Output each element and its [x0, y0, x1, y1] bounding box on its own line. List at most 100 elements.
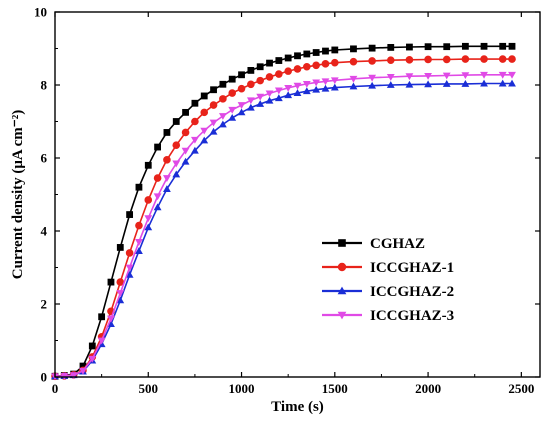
data-point	[181, 128, 190, 137]
data-point	[480, 42, 488, 50]
legend-label: CGHAZ	[370, 236, 425, 252]
data-point	[228, 106, 237, 114]
data-point	[265, 96, 274, 104]
data-point	[321, 60, 330, 68]
data-point	[172, 160, 181, 168]
data-point	[321, 84, 330, 92]
data-point	[219, 95, 227, 103]
data-point	[337, 286, 347, 295]
data-point	[116, 296, 125, 304]
data-point	[218, 113, 227, 120]
data-point	[368, 74, 377, 82]
data-point	[508, 79, 516, 87]
x-tick-label: 2500	[508, 381, 534, 396]
data-point	[498, 55, 507, 63]
x-tick-label: 0	[52, 381, 59, 396]
data-point	[228, 75, 236, 83]
data-point	[144, 161, 152, 169]
data-point	[424, 55, 432, 64]
y-tick-label: 8	[41, 78, 48, 93]
data-point	[256, 93, 265, 101]
data-point	[200, 127, 209, 135]
data-point	[190, 146, 199, 154]
data-point	[368, 57, 376, 65]
y-tick-label: 4	[41, 224, 48, 239]
data-point	[442, 79, 451, 87]
data-point	[387, 44, 395, 51]
y-tick-label: 0	[41, 370, 48, 385]
data-point	[406, 43, 413, 51]
x-tick-label: 2000	[415, 381, 441, 396]
data-point	[284, 91, 293, 99]
data-point	[321, 78, 330, 86]
data-point	[386, 56, 395, 64]
data-point	[107, 315, 115, 323]
data-point	[98, 313, 106, 321]
data-point	[349, 82, 358, 90]
data-point	[153, 203, 162, 211]
data-point	[405, 73, 414, 81]
data-point	[97, 337, 106, 345]
legend-label: ICCGHAZ-3	[370, 308, 454, 324]
legend-label: ICCGHAZ-1	[370, 260, 454, 276]
data-point	[405, 56, 414, 64]
ticks-layer: 0 500 1000 1500 2000 2500 0 2 4 6 8 10	[34, 5, 540, 396]
data-point	[181, 147, 190, 155]
data-point	[116, 244, 124, 251]
data-point	[88, 342, 96, 350]
series-line	[54, 74, 512, 378]
data-point	[191, 99, 199, 107]
data-point	[330, 83, 339, 91]
data-point	[275, 57, 283, 64]
data-point	[508, 71, 516, 79]
data-point	[461, 42, 469, 50]
data-point	[163, 129, 171, 136]
data-point	[190, 136, 199, 144]
data-point	[209, 119, 218, 127]
data-point	[443, 43, 451, 51]
x-tick-label: 1000	[229, 381, 255, 396]
data-point	[256, 63, 264, 71]
data-point	[256, 76, 264, 85]
legend-label: ICCGHAZ-2	[370, 284, 454, 300]
data-point	[210, 86, 217, 94]
data-point	[154, 143, 161, 151]
data-point	[322, 47, 329, 55]
data-point	[293, 82, 302, 90]
data-point	[237, 102, 246, 109]
data-point	[153, 174, 162, 182]
data-point	[303, 62, 311, 71]
data-point	[256, 100, 265, 107]
data-point	[200, 92, 208, 100]
series-cghaz	[51, 42, 516, 380]
data-point	[125, 270, 134, 278]
data-point	[480, 55, 488, 63]
data-point	[163, 185, 171, 192]
y-tick-label: 2	[41, 297, 48, 312]
data-point	[200, 136, 209, 144]
x-tick-label: 500	[139, 381, 159, 396]
data-point	[424, 72, 432, 80]
data-point	[349, 75, 358, 83]
data-point	[237, 84, 246, 93]
data-point	[274, 87, 283, 95]
data-point	[228, 89, 237, 97]
legend: CGHAZ ICCGHAZ-1 ICCGHAZ-2 ICCGHAZ-3	[322, 236, 454, 324]
data-point	[228, 113, 237, 121]
data-point	[172, 118, 180, 125]
data-point	[107, 278, 115, 286]
data-point	[116, 278, 125, 286]
legend-item: CGHAZ	[322, 236, 425, 252]
data-point	[312, 61, 320, 70]
data-point	[508, 42, 516, 50]
data-point	[144, 196, 153, 204]
data-point	[209, 101, 218, 109]
data-point	[312, 49, 320, 56]
data-point	[135, 221, 143, 230]
data-point	[126, 211, 134, 218]
data-point	[424, 43, 432, 51]
data-point	[125, 249, 134, 257]
data-point	[284, 67, 292, 75]
data-point	[163, 156, 171, 164]
